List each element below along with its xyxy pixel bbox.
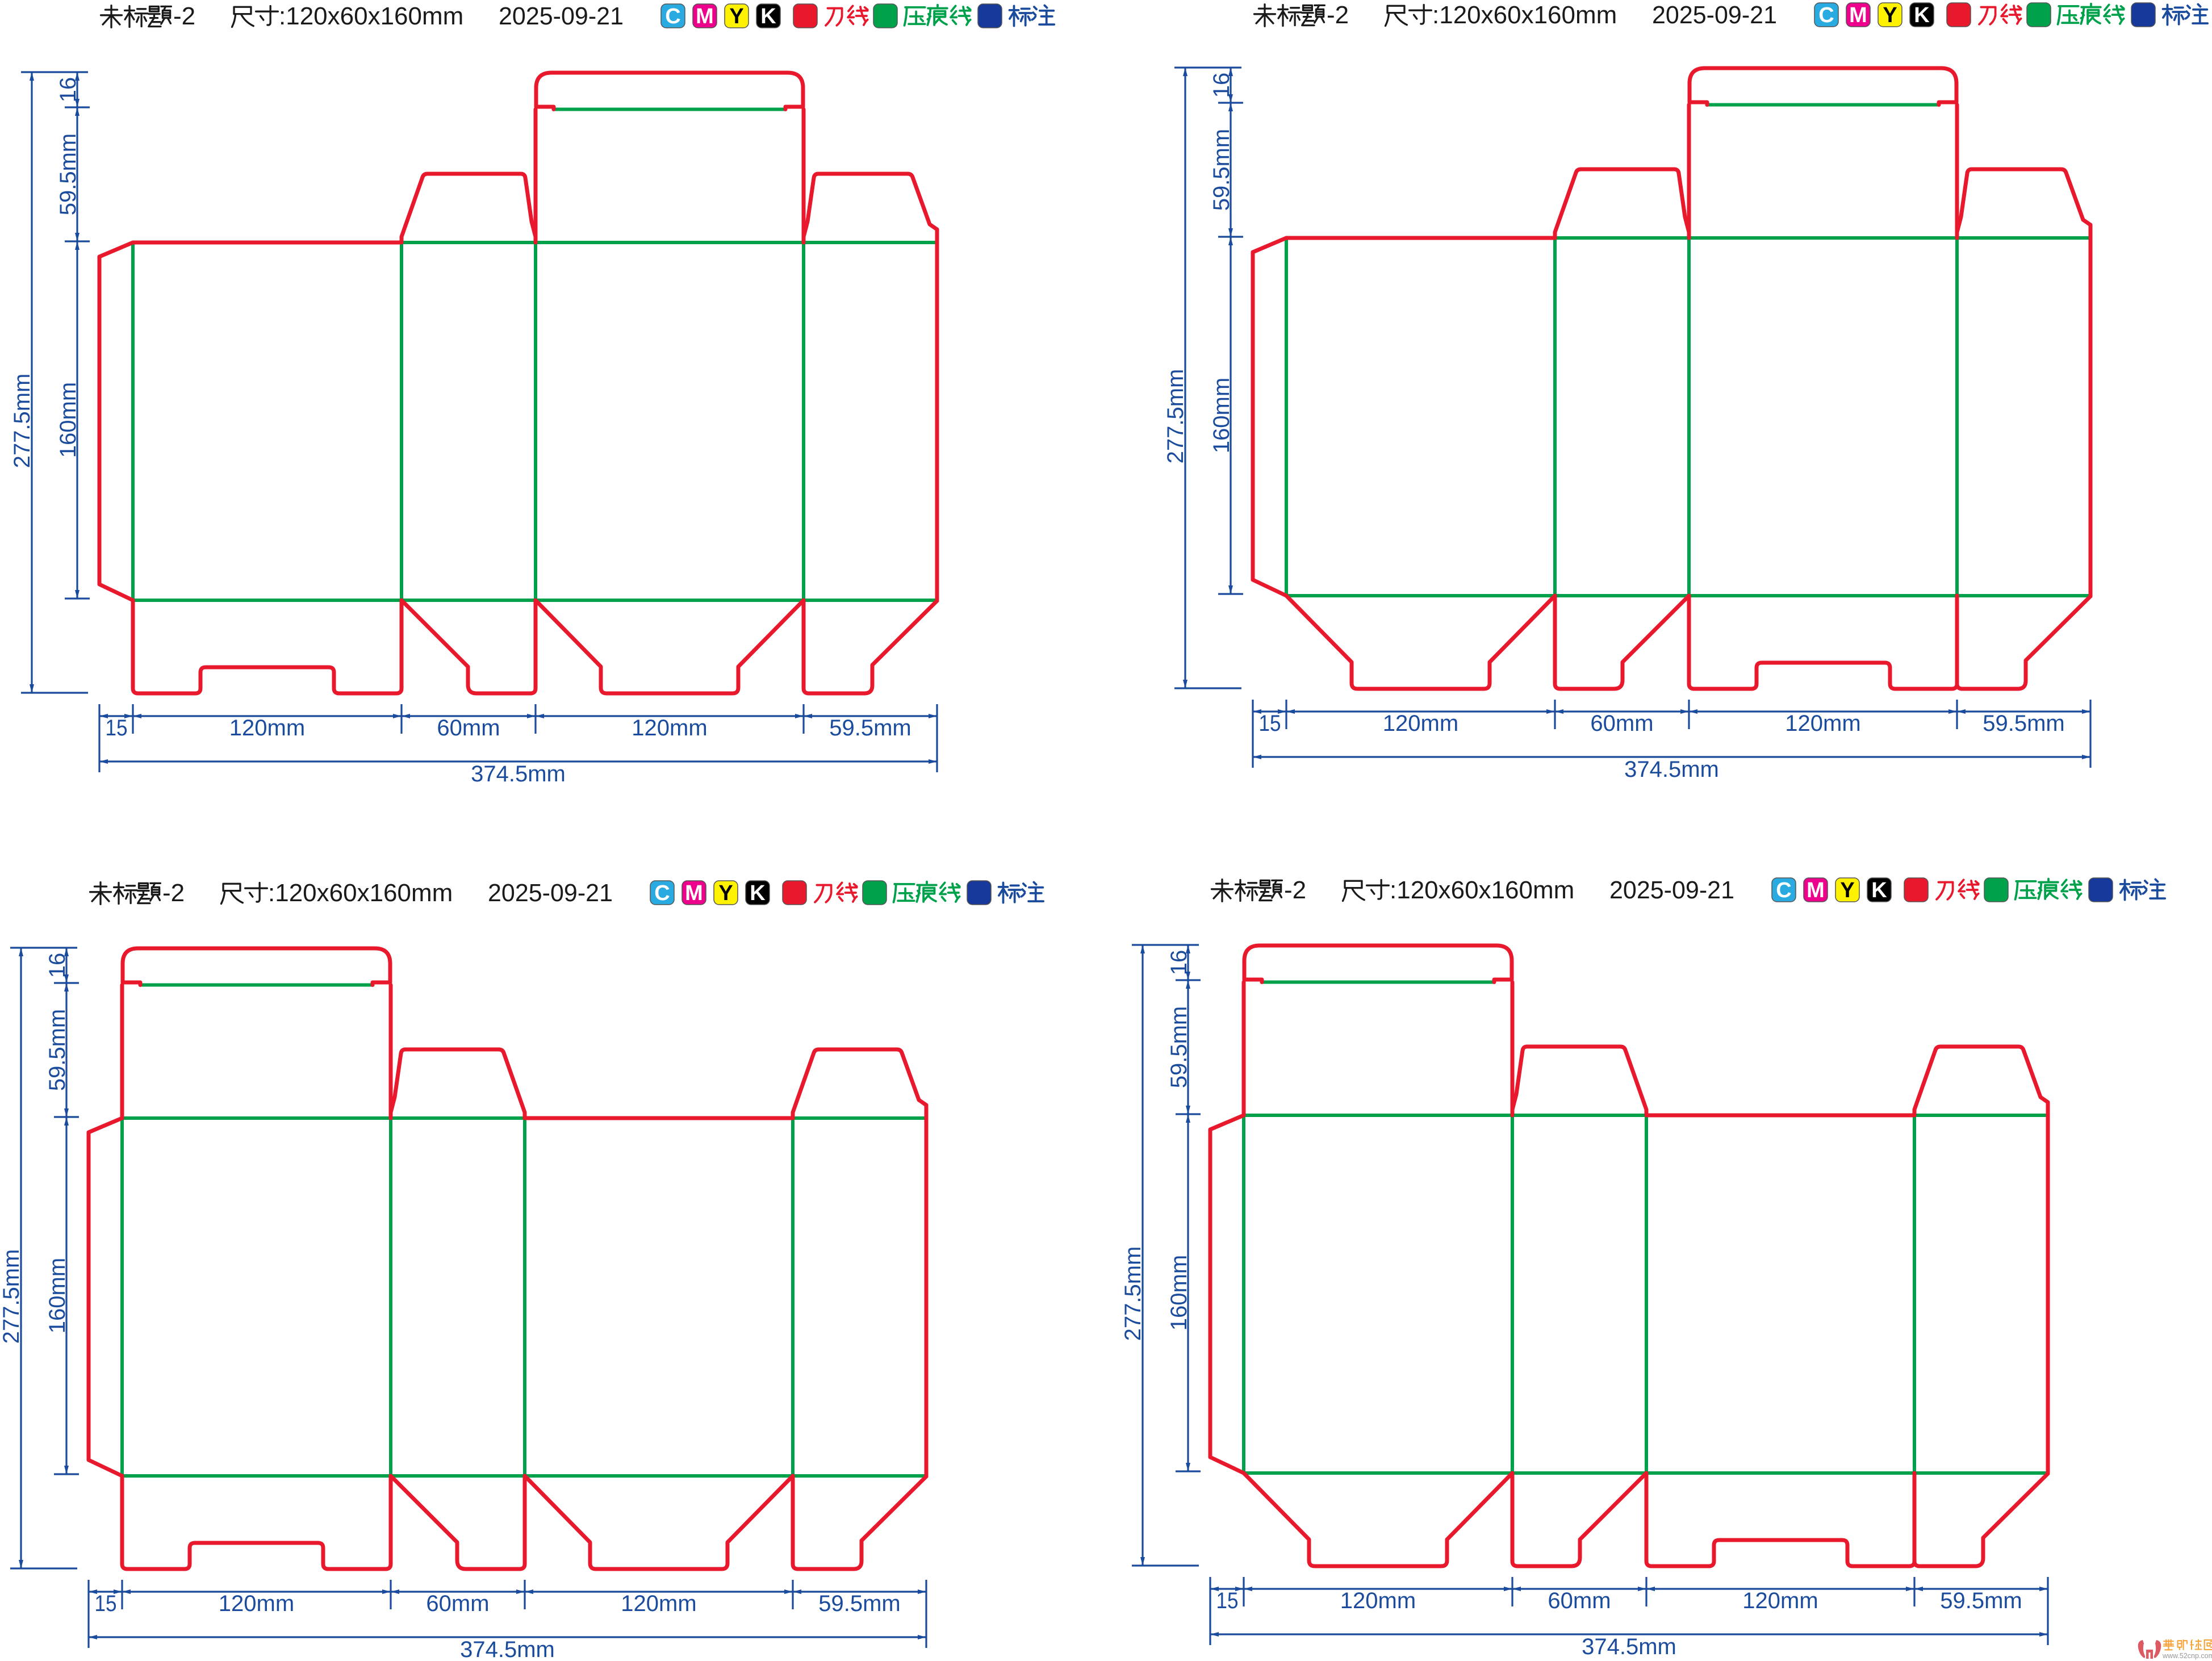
svg-text:16: 16 xyxy=(1166,950,1191,976)
svg-text:59.5mm: 59.5mm xyxy=(829,716,911,740)
svg-text:59.5mm: 59.5mm xyxy=(45,1009,70,1091)
svg-text:Y: Y xyxy=(729,5,743,28)
svg-text:59.5mm: 59.5mm xyxy=(818,1591,901,1616)
svg-text:374.5mm: 374.5mm xyxy=(460,1637,555,1661)
svg-text:60mm: 60mm xyxy=(437,716,500,740)
svg-text:120mm: 120mm xyxy=(632,716,707,740)
svg-text::120x60x160mm: :120x60x160mm xyxy=(268,879,453,907)
svg-text:Y: Y xyxy=(1840,878,1854,902)
svg-text:2025-09-21: 2025-09-21 xyxy=(488,879,613,907)
svg-text:59.5mm: 59.5mm xyxy=(1166,1006,1191,1089)
svg-text:120mm: 120mm xyxy=(1383,711,1458,736)
svg-text:K: K xyxy=(750,881,766,905)
svg-text:120mm: 120mm xyxy=(1785,711,1860,736)
svg-text:M: M xyxy=(1849,3,1867,27)
svg-text:15: 15 xyxy=(95,1591,117,1616)
svg-text:277.5mm: 277.5mm xyxy=(0,1249,24,1344)
svg-text:K: K xyxy=(1914,3,1930,27)
svg-text:-2: -2 xyxy=(1284,876,1306,904)
svg-text:K: K xyxy=(1871,878,1887,902)
svg-text:15: 15 xyxy=(1259,711,1281,736)
svg-text:C: C xyxy=(665,5,680,28)
svg-text:120mm: 120mm xyxy=(621,1591,696,1616)
svg-text:59.5mm: 59.5mm xyxy=(1983,711,2065,736)
svg-text:160mm: 160mm xyxy=(1166,1255,1191,1331)
svg-text:277.5mm: 277.5mm xyxy=(10,374,35,468)
svg-text::120x60x160mm: :120x60x160mm xyxy=(1432,1,1617,29)
svg-text:M: M xyxy=(685,881,703,905)
svg-text:60mm: 60mm xyxy=(426,1591,489,1616)
svg-text:2025-09-21: 2025-09-21 xyxy=(499,2,624,30)
svg-text:59.5mm: 59.5mm xyxy=(1940,1588,2022,1613)
svg-text:www.52cnp.com: www.52cnp.com xyxy=(2162,1652,2212,1660)
svg-text:374.5mm: 374.5mm xyxy=(1624,757,1719,782)
svg-text:160mm: 160mm xyxy=(56,382,81,458)
svg-text:15: 15 xyxy=(106,716,128,740)
svg-text:160mm: 160mm xyxy=(45,1258,70,1333)
svg-text:M: M xyxy=(1807,878,1825,902)
svg-text::120x60x160mm: :120x60x160mm xyxy=(1390,876,1574,904)
svg-text:K: K xyxy=(760,5,776,28)
svg-text:160mm: 160mm xyxy=(1209,378,1234,453)
svg-text:277.5mm: 277.5mm xyxy=(1163,369,1188,464)
svg-text:Y: Y xyxy=(1883,3,1897,27)
svg-text:Y: Y xyxy=(718,881,733,905)
svg-text:60mm: 60mm xyxy=(1548,1588,1611,1613)
svg-text:C: C xyxy=(654,881,670,905)
svg-text:16: 16 xyxy=(1209,73,1234,98)
svg-text:-2: -2 xyxy=(162,879,185,907)
svg-text:-2: -2 xyxy=(1327,1,1349,29)
svg-text:15: 15 xyxy=(1216,1588,1239,1613)
svg-text:59.5mm: 59.5mm xyxy=(56,133,81,216)
svg-text:2025-09-21: 2025-09-21 xyxy=(1652,1,1777,29)
svg-text:16: 16 xyxy=(45,953,70,978)
svg-text:277.5mm: 277.5mm xyxy=(1120,1246,1145,1341)
svg-text:374.5mm: 374.5mm xyxy=(471,762,566,786)
svg-text:C: C xyxy=(1776,878,1791,902)
svg-text:60mm: 60mm xyxy=(1590,711,1653,736)
svg-text:2025-09-21: 2025-09-21 xyxy=(1609,876,1734,904)
svg-text:374.5mm: 374.5mm xyxy=(1582,1634,1676,1659)
svg-text:C: C xyxy=(1818,3,1834,27)
svg-text:-2: -2 xyxy=(173,2,195,30)
svg-text:120mm: 120mm xyxy=(229,716,305,740)
svg-text:59.5mm: 59.5mm xyxy=(1209,129,1234,211)
svg-text:120mm: 120mm xyxy=(219,1591,294,1616)
svg-text:M: M xyxy=(696,5,714,28)
svg-text::120x60x160mm: :120x60x160mm xyxy=(279,2,463,30)
svg-text:16: 16 xyxy=(56,77,81,103)
svg-text:120mm: 120mm xyxy=(1340,1588,1416,1613)
svg-text:120mm: 120mm xyxy=(1742,1588,1818,1613)
